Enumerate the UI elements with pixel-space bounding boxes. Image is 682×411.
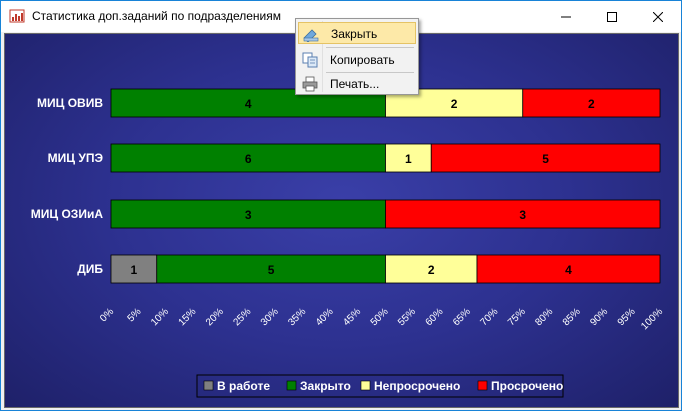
close-doc-icon bbox=[303, 29, 319, 42]
category-label: ДИБ bbox=[77, 262, 103, 276]
x-tick-label: 15% bbox=[177, 306, 199, 328]
data-label: 5 bbox=[542, 152, 549, 166]
menu-separator bbox=[326, 72, 414, 73]
x-tick-label: 75% bbox=[506, 306, 528, 328]
x-tick-label: 10% bbox=[149, 306, 171, 328]
close-button[interactable] bbox=[635, 1, 681, 32]
legend-label: Закрыто bbox=[300, 379, 351, 393]
legend-swatch bbox=[203, 380, 214, 391]
copy-icon bbox=[302, 52, 318, 68]
legend-swatch bbox=[286, 380, 297, 391]
maximize-icon bbox=[607, 11, 617, 22]
bar-segment bbox=[385, 254, 478, 284]
bar-segment bbox=[110, 143, 386, 173]
x-tick-label: 30% bbox=[259, 306, 281, 328]
x-tick-label: 70% bbox=[478, 306, 500, 328]
bar-segment bbox=[110, 199, 386, 229]
legend-label: Просрочено bbox=[491, 379, 563, 393]
x-tick-label: 0% bbox=[98, 306, 116, 324]
data-label: 1 bbox=[405, 152, 412, 166]
x-tick-label: 45% bbox=[341, 306, 363, 328]
minimize-icon bbox=[561, 16, 571, 17]
x-tick-label: 55% bbox=[396, 306, 418, 328]
maximize-button[interactable] bbox=[589, 1, 635, 32]
chart-area: МИЦ ОВИВ 4 2 2 МИЦ УПЭ 6 1 5 МИЦ ОЗИиА 3 3 ДИБ 1 5 2 4 0… bbox=[4, 33, 679, 408]
window-title: Статистика доп.заданий по подразделениям bbox=[32, 9, 281, 23]
menu-item-label: Копировать bbox=[330, 53, 395, 67]
bar-segment bbox=[522, 88, 661, 118]
bar-segment bbox=[430, 143, 661, 173]
menu-item-copy[interactable]: Копировать bbox=[298, 49, 416, 71]
legend-label: В работе bbox=[217, 379, 270, 393]
data-label: 3 bbox=[519, 208, 526, 222]
menu-gutter bbox=[322, 21, 323, 92]
x-tick-label: 35% bbox=[286, 306, 308, 328]
context-menu: Закрыть Копировать Печать... bbox=[295, 18, 419, 95]
bar-segment bbox=[476, 254, 661, 284]
printer-icon bbox=[302, 76, 318, 92]
data-label: 3 bbox=[245, 208, 252, 222]
legend-swatch bbox=[360, 380, 371, 391]
bar-segment bbox=[156, 254, 386, 284]
category-label: МИЦ ОВИВ bbox=[37, 96, 103, 110]
x-tick-label: 50% bbox=[369, 306, 391, 328]
data-label: 1 bbox=[131, 263, 138, 277]
bar-segment bbox=[110, 254, 158, 284]
x-tick-label: 90% bbox=[588, 306, 610, 328]
data-label: 4 bbox=[565, 263, 572, 277]
data-label: 5 bbox=[268, 263, 275, 277]
x-tick-label: 85% bbox=[561, 306, 583, 328]
category-label: МИЦ УПЭ bbox=[48, 151, 104, 165]
menu-item-print[interactable]: Печать... bbox=[298, 73, 416, 95]
x-tick-label: 65% bbox=[451, 306, 473, 328]
bar-segment bbox=[385, 199, 661, 229]
x-tick-label: 5% bbox=[126, 306, 144, 324]
data-label: 6 bbox=[245, 152, 252, 166]
data-label: 2 bbox=[588, 97, 595, 111]
legend-label: Непросрочено bbox=[374, 379, 460, 393]
minimize-button[interactable] bbox=[543, 1, 589, 32]
legend-swatch bbox=[477, 380, 488, 391]
x-tick-label: 80% bbox=[533, 306, 555, 328]
menu-separator bbox=[326, 47, 414, 48]
data-label: 4 bbox=[245, 97, 252, 111]
close-icon bbox=[653, 11, 663, 22]
x-tick-label: 40% bbox=[314, 306, 336, 328]
menu-item-close[interactable]: Закрыть bbox=[298, 22, 416, 44]
x-tick-label: 95% bbox=[616, 306, 638, 328]
data-label: 2 bbox=[428, 263, 435, 277]
x-tick-label: 20% bbox=[204, 306, 226, 328]
x-tick-label: 60% bbox=[424, 306, 446, 328]
menu-item-label: Печать... bbox=[330, 77, 380, 91]
chart-app-icon bbox=[9, 9, 25, 23]
data-label: 2 bbox=[451, 97, 458, 111]
legend-box bbox=[196, 374, 564, 398]
category-label: МИЦ ОЗИиА bbox=[31, 207, 104, 221]
x-tick-label: 25% bbox=[231, 306, 253, 328]
x-tick-label: 100% bbox=[639, 306, 665, 332]
menu-item-label: Закрыть bbox=[331, 27, 378, 41]
